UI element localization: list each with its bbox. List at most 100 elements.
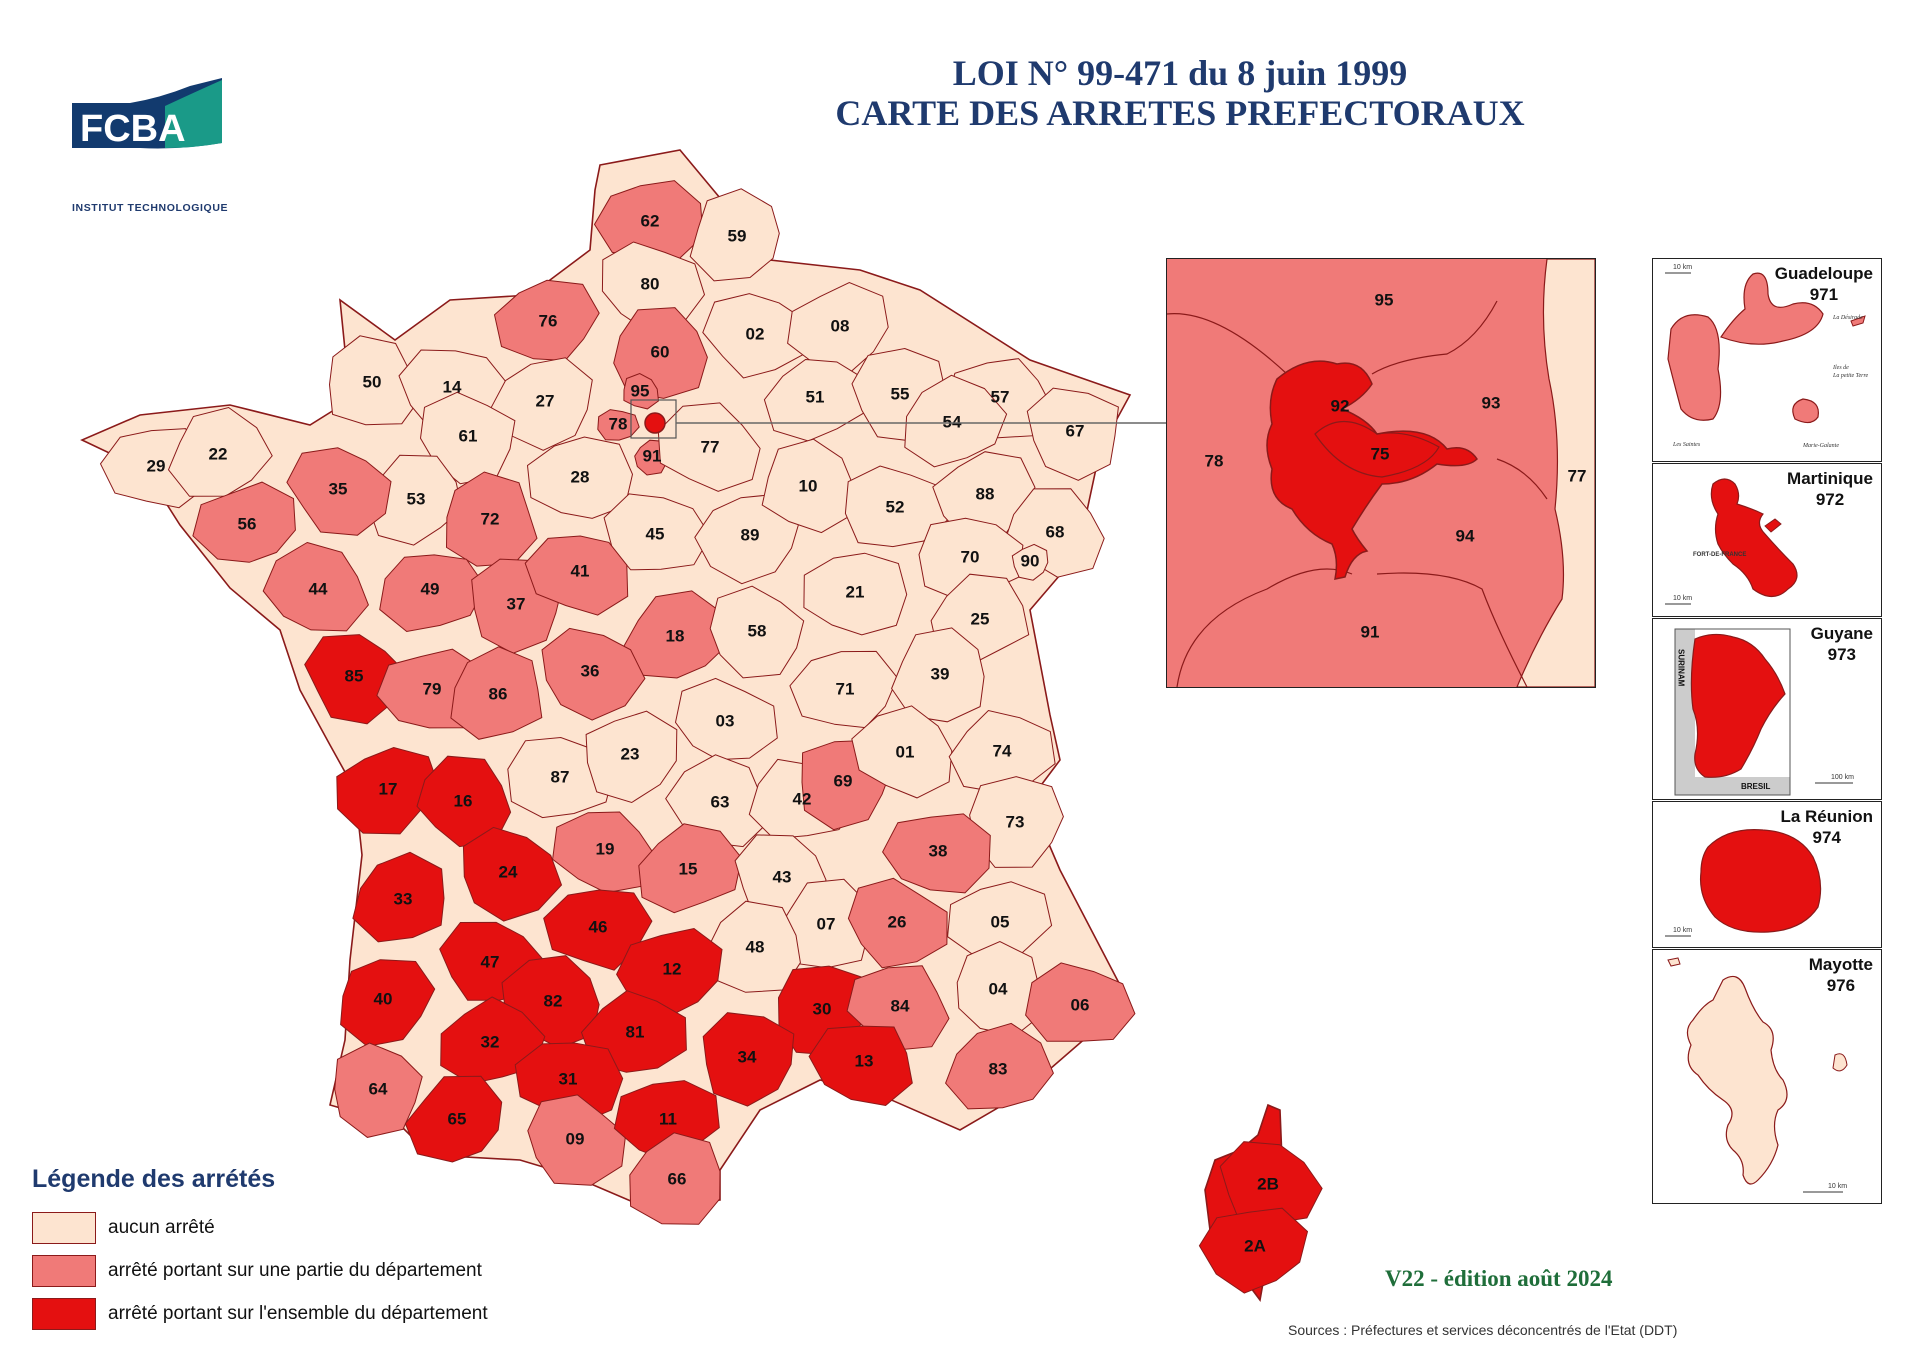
- dept-region-64: [334, 1042, 423, 1138]
- dept-label-85: 85: [345, 666, 364, 685]
- dept-region-26: [847, 877, 948, 969]
- dept-label-49: 49: [421, 579, 440, 598]
- dept-label-64: 64: [369, 1079, 388, 1098]
- label-la-desirade: La Désirade: [1832, 315, 1863, 321]
- dept-label-55: 55: [891, 384, 910, 403]
- dept-label-48: 48: [746, 937, 765, 956]
- dept-region-23: [585, 710, 678, 804]
- dept-region-63: [665, 754, 769, 848]
- dept-label-08: 08: [831, 316, 850, 335]
- dept-region-34: [702, 1012, 795, 1107]
- dept-label-16: 16: [454, 791, 473, 810]
- dept-region-56: [192, 481, 296, 563]
- dept-label-19: 19: [596, 839, 615, 858]
- edition-label: V22 - édition août 2024: [1385, 1266, 1613, 1291]
- dept-label-52: 52: [886, 497, 905, 516]
- department-regions: [80, 149, 1323, 1302]
- dept-label-58: 58: [748, 621, 767, 640]
- dept-label-47: 47: [481, 952, 500, 971]
- dept-label-25: 25: [971, 609, 990, 628]
- fcba-logo: FCBA: [72, 78, 222, 150]
- dept-region-39: [891, 627, 985, 723]
- dept-label-44: 44: [309, 579, 328, 598]
- dept-label-33: 33: [394, 889, 413, 908]
- dept-region-06: [1025, 962, 1136, 1042]
- dept-region-86: [450, 646, 543, 740]
- dept-label-31: 31: [559, 1069, 578, 1088]
- dept-label-67: 67: [1066, 421, 1085, 440]
- dept-label-21: 21: [846, 582, 865, 601]
- dept-region-09: [527, 1094, 627, 1186]
- legend-label-part: arrêté portant sur une partie du départe…: [108, 1260, 482, 1281]
- dept-label-54: 54: [943, 412, 962, 431]
- reunion-scale: 10 km: [1673, 927, 1692, 934]
- dept-label-78: 78: [609, 414, 628, 433]
- dom-name-mayotte: Mayotte: [1808, 955, 1873, 974]
- dept-label-62: 62: [641, 211, 660, 230]
- idf-label-95: 95: [1375, 290, 1394, 309]
- dept-region-67: [1026, 387, 1119, 481]
- dept-label-74: 74: [993, 741, 1012, 760]
- dept-label-23: 23: [621, 744, 640, 763]
- dept-region-02: [702, 293, 808, 379]
- martinique-scale: 10 km: [1673, 595, 1692, 602]
- dept-region-21: [803, 552, 908, 636]
- dept-region-28: [526, 436, 634, 519]
- sources-label: Sources : Préfectures et services déconc…: [1288, 1322, 1678, 1338]
- dept-label-22: 22: [209, 444, 228, 463]
- dept-label-07: 07: [817, 914, 836, 933]
- legend-swatch-part: [32, 1255, 96, 1287]
- dept-label-81: 81: [626, 1022, 645, 1041]
- dom-mayotte-box: Mayotte 976 10 km: [1652, 949, 1882, 1204]
- dept-label-24: 24: [499, 862, 518, 881]
- dom-code-reunion: 974: [1812, 828, 1841, 847]
- dept-label-04: 04: [989, 979, 1008, 998]
- dept-label-87: 87: [551, 767, 570, 786]
- idf-label-78: 78: [1205, 451, 1224, 470]
- dom-code-martinique: 972: [1815, 490, 1845, 509]
- dept-label-17: 17: [379, 779, 398, 798]
- dept-label-36: 36: [581, 661, 600, 680]
- logo-subtitle: INSTITUT TECHNOLOGIQUE: [72, 202, 229, 214]
- dept-label-83: 83: [989, 1059, 1008, 1078]
- dept-region-44: [262, 541, 369, 632]
- map-title-line2: CARTE DES ARRETES PREFECTORAUX: [835, 93, 1525, 133]
- dept-label-43: 43: [773, 867, 792, 886]
- dept-label-29: 29: [147, 456, 166, 475]
- legend-label-full: arrêté portant sur l'ensemble du départe…: [108, 1303, 488, 1324]
- dept-label-80: 80: [641, 274, 660, 293]
- dept-region-76: [493, 279, 600, 362]
- dept-region-50: [328, 335, 423, 426]
- dept-label-91: 91: [643, 446, 662, 465]
- dept-label-68: 68: [1046, 522, 1065, 541]
- dept-label-50: 50: [363, 372, 382, 391]
- dept-label-71: 71: [836, 679, 855, 698]
- dept-label-34: 34: [738, 1047, 757, 1066]
- dept-label-2A: 2A: [1244, 1236, 1266, 1255]
- dept-label-61: 61: [459, 426, 478, 445]
- dept-region-65: [404, 1075, 503, 1163]
- dept-label-90: 90: [1021, 551, 1040, 570]
- dom-guyane-box: Guyane 973 SURINAM BRESIL 100 km: [1652, 618, 1882, 800]
- dept-label-35: 35: [329, 479, 348, 498]
- martinique-map: FORT-DE-FRANCE 10 km: [1665, 478, 1798, 605]
- dept-label-10: 10: [799, 476, 818, 495]
- dept-region-66: [629, 1132, 721, 1225]
- dept-region-10: [761, 438, 854, 534]
- label-les-saintes: Les Saintes: [1672, 442, 1701, 448]
- dept-label-39: 39: [931, 664, 950, 683]
- guadeloupe-map: La Désirade Iles de La petite Terre Les …: [1665, 264, 1869, 449]
- guadeloupe-scale: 10 km: [1673, 264, 1692, 271]
- label-bresil: BRESIL: [1741, 782, 1770, 791]
- dept-region-16: [416, 755, 512, 848]
- dept-region-71: [789, 650, 898, 729]
- dept-region-22: [167, 406, 273, 497]
- dept-label-60: 60: [651, 342, 670, 361]
- label-petite-terre: La petite Terre: [1832, 373, 1869, 379]
- dept-label-18: 18: [666, 626, 685, 645]
- map-title-line1: LOI N° 99-471 du 8 juin 1999: [952, 53, 1408, 93]
- dept-label-69: 69: [834, 771, 853, 790]
- dept-label-38: 38: [929, 841, 948, 860]
- dept-region-54: [904, 374, 1008, 468]
